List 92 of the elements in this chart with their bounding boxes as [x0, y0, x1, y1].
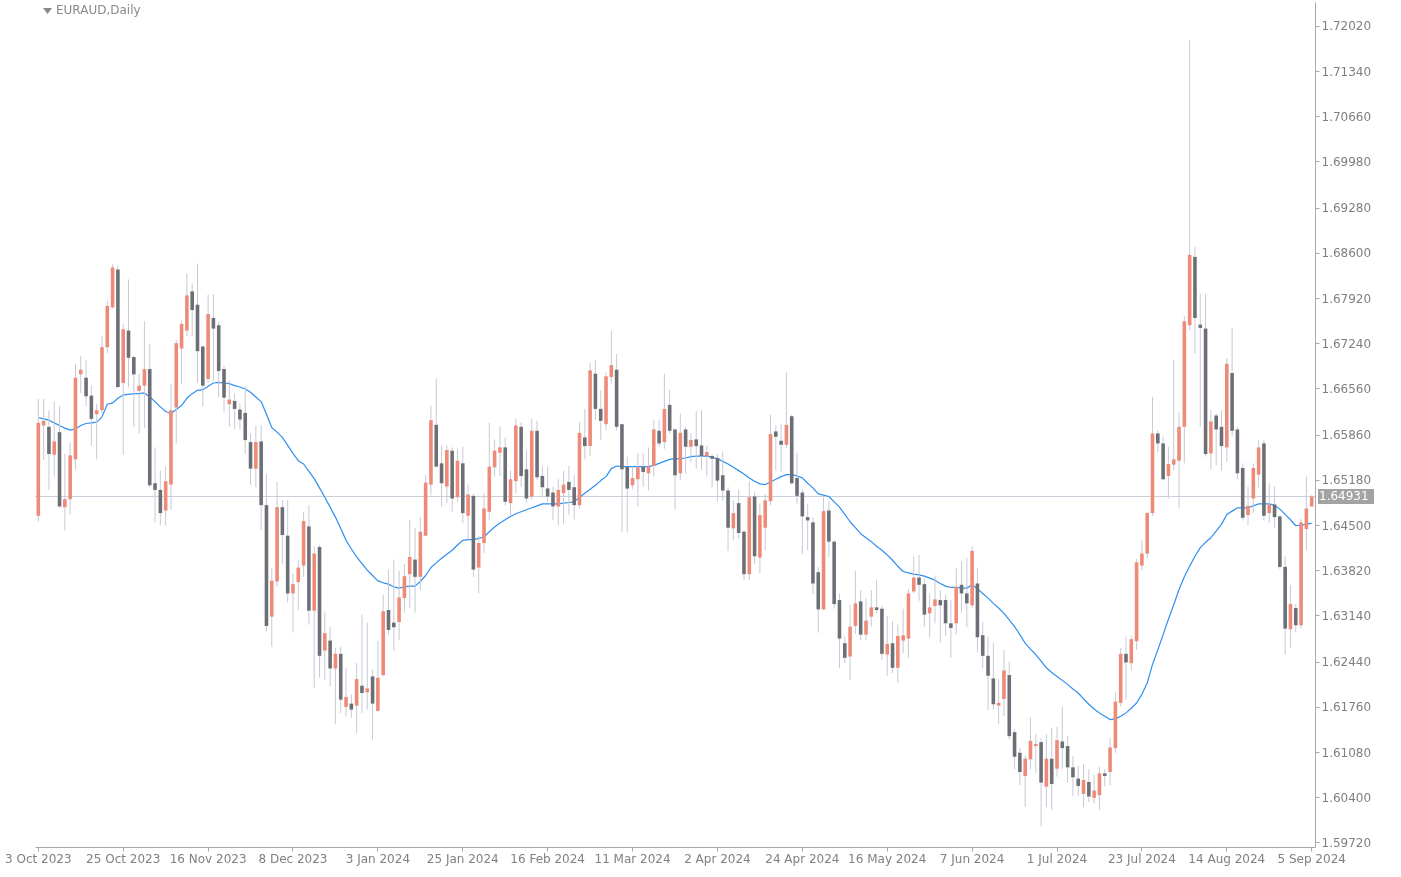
- y-tick-label: 1.64500: [1321, 518, 1372, 533]
- x-tick-label: 16 Nov 2023: [169, 851, 247, 866]
- candlestick: [78, 355, 83, 394]
- y-tick-label: 1.66560: [1321, 381, 1372, 396]
- candlestick: [996, 678, 1001, 725]
- candlestick: [413, 527, 417, 614]
- candlestick: [965, 557, 969, 628]
- y-tick-label: 1.61080: [1321, 745, 1372, 760]
- candlestick: [1087, 768, 1091, 803]
- candlestick: [365, 622, 370, 711]
- candlestick: [84, 359, 88, 407]
- x-tick-label: 25 Jan 2024: [426, 851, 499, 866]
- candlestick: [1023, 754, 1027, 808]
- candlestick: [1033, 733, 1038, 774]
- y-tick-label: 1.69980: [1321, 154, 1372, 169]
- candlestick: [949, 599, 953, 659]
- candlestick: [885, 615, 890, 677]
- candlestick: [323, 610, 327, 681]
- candlestick: [933, 575, 937, 624]
- candlestick: [980, 621, 985, 669]
- candlestick: [1124, 636, 1128, 701]
- y-tick-label: 1.65860: [1321, 428, 1372, 443]
- candlestick: [1198, 293, 1203, 428]
- candlestick: [598, 389, 603, 441]
- candlestick: [917, 554, 921, 602]
- candlestick: [774, 425, 778, 472]
- y-tick-label: 1.67920: [1321, 291, 1372, 306]
- candlestick: [1140, 539, 1144, 571]
- candlestick: [137, 373, 141, 434]
- x-tick-label: 23 Jul 2024: [1107, 851, 1176, 866]
- candlestick: [1018, 747, 1022, 786]
- y-tick-label: 1.59720: [1321, 835, 1372, 850]
- y-tick-label: 1.71340: [1321, 64, 1372, 79]
- x-tick-label: 7 Jun 2024: [939, 851, 1005, 866]
- x-tick-label: 24 Apr 2024: [765, 851, 840, 866]
- x-tick-label: 14 Aug 2024: [1188, 851, 1266, 866]
- candlestick: [641, 452, 645, 488]
- ref-line-label: 1.64931: [1319, 489, 1369, 504]
- candlestick: [296, 559, 301, 611]
- x-tick-label: 11 Mar 2024: [594, 851, 671, 866]
- candlestick: [1071, 755, 1075, 797]
- x-tick-label: 25 Oct 2023: [86, 851, 161, 866]
- candlestick: [694, 410, 699, 470]
- candlestick: [407, 519, 412, 609]
- candlestick: [360, 614, 364, 714]
- y-tick-label: 1.63140: [1321, 608, 1372, 623]
- candlestick: [864, 597, 868, 641]
- candlestick: [986, 636, 990, 711]
- candlestick: [190, 282, 194, 337]
- x-tick-label: 5 Sep 2024: [1277, 851, 1346, 866]
- x-tick-label: 8 Dec 2023: [258, 851, 328, 866]
- candlestick: [52, 401, 57, 478]
- candlestick: [705, 444, 709, 478]
- candlestick: [1214, 413, 1218, 466]
- candlestick: [583, 408, 587, 460]
- y-tick-label: 1.65180: [1321, 473, 1372, 488]
- candlestick: [1129, 635, 1134, 671]
- candlestick: [1076, 765, 1081, 797]
- candlestick: [657, 419, 661, 448]
- candlestick: [291, 573, 295, 634]
- y-tick-label: 1.72020: [1321, 19, 1372, 34]
- candlestick: [1156, 429, 1160, 453]
- y-tick-label: 1.70660: [1321, 109, 1372, 124]
- x-tick-label: 16 May 2024: [848, 851, 927, 866]
- candlestick: [344, 667, 348, 717]
- candlestick: [710, 453, 714, 488]
- chart-title: EURAUD,Daily: [56, 3, 141, 17]
- x-tick-label: 3 Oct 2023: [5, 851, 72, 866]
- x-tick-label: 1 Jul 2024: [1026, 851, 1088, 866]
- candlestick: [1092, 774, 1096, 804]
- candlestick: [689, 432, 693, 463]
- line-series: [37, 381, 1313, 721]
- x-tick-label: 16 Feb 2024: [510, 851, 586, 866]
- candlestick: [911, 555, 916, 594]
- candlestick: [874, 579, 879, 614]
- y-tick-label: 1.68600: [1321, 246, 1372, 261]
- candlestick: [779, 423, 783, 473]
- y-tick-label: 1.60400: [1321, 790, 1372, 805]
- x-tick-label: 3 Jan 2024: [345, 851, 411, 866]
- y-tick-label: 1.63820: [1321, 563, 1372, 578]
- candlestick: [842, 636, 847, 664]
- x-tick-label: 2 Apr 2024: [684, 851, 751, 866]
- y-tick-label: 1.61760: [1321, 700, 1372, 715]
- candlestick: [1293, 603, 1298, 634]
- candlestick: [132, 355, 136, 428]
- candlestick: [392, 559, 396, 652]
- y-tick-label: 1.67240: [1321, 336, 1372, 351]
- candlestick: [938, 589, 943, 644]
- candlestick: [498, 425, 502, 477]
- y-tick-label: 1.62440: [1321, 655, 1372, 670]
- y-tick-label: 1.69280: [1321, 201, 1372, 216]
- candlestick: [869, 589, 874, 628]
